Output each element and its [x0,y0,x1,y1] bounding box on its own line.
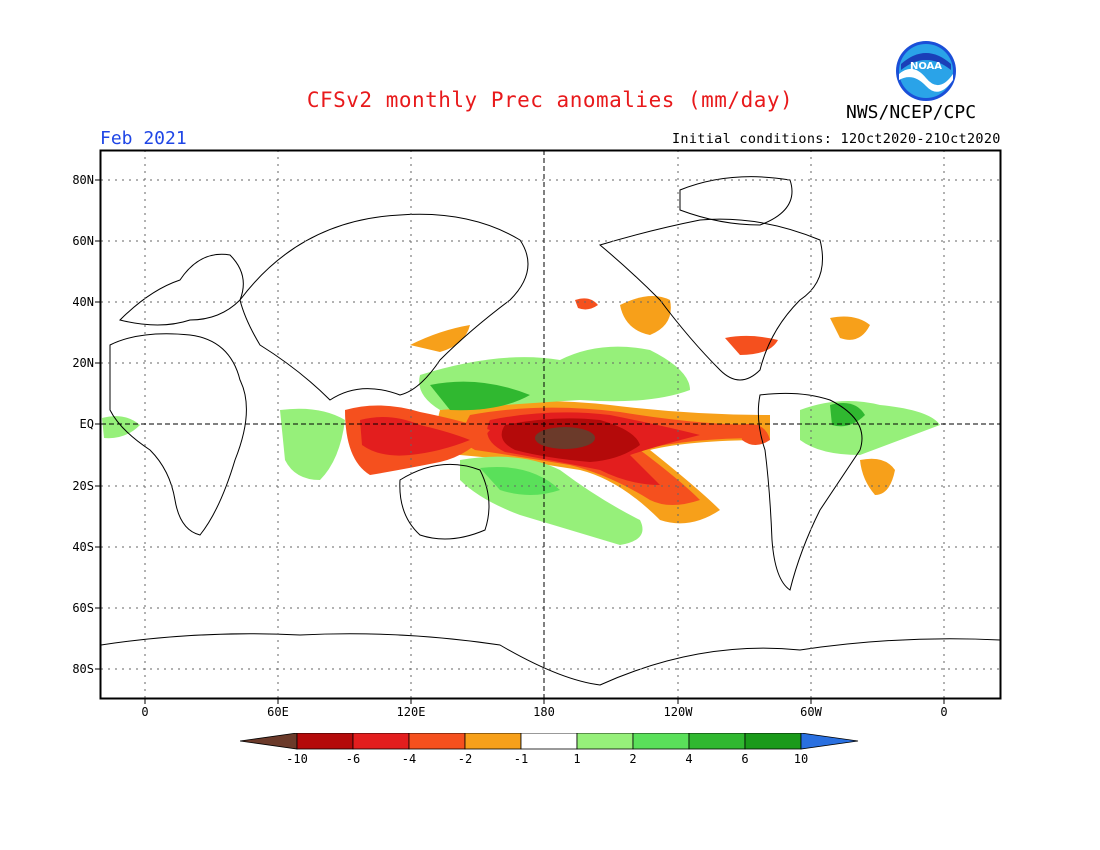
dry-anomaly-gulf-mexico [725,335,778,355]
lon-label: 0 [940,705,948,719]
colorbar-seg-p4-p6 [688,733,746,750]
reference-lines [101,150,1000,698]
colorbar-seg-m10-m6 [296,733,354,750]
dry-anomaly-china [575,298,598,310]
coast-south-america [757,392,863,591]
colorbar-seg-lt-m10 [240,733,298,750]
lat-label: EQ [79,417,94,431]
coast-north-america [598,218,823,381]
colorbar-label: 1 [573,752,581,766]
dry-anomaly-north-pacific-east [620,296,671,335]
dry-anomaly-east-asia [410,325,470,352]
dry-anomaly-south-atlantic [860,458,895,495]
colorbar-label: -6 [345,752,361,766]
lon-label: 60W [800,705,822,719]
colorbar-label: -4 [401,752,417,766]
axis-ticks [95,179,945,704]
dry-anomaly-maritime-core [360,416,470,456]
dry-anomaly-brown [535,427,595,449]
noaa-logo: NOAA [895,40,957,102]
wet-anomaly-amazon [800,401,940,455]
wet-anomaly-north-pacific-core [430,381,530,411]
colorbar-label: -2 [457,752,473,766]
agency-label: NWS/NCEP/CPC [846,102,977,123]
title-text: CFSv2 monthly Prec anomalies (mm/day) [306,88,794,112]
lon-label: 60E [267,705,289,719]
coast-africa [109,333,247,536]
initial-conditions: Initial conditions: 12Oct2020-21Oct2020 [672,131,1001,147]
colorbar-label: 6 [741,752,749,766]
colorbar-label: 4 [685,752,693,766]
lon-label: 0 [141,705,149,719]
lat-label: 20S [72,479,94,493]
lon-label: 120W [663,705,693,719]
anomaly-shading [102,296,940,545]
lat-label: 20N [72,356,94,370]
dry-anomaly-north-atlantic [830,316,870,340]
lon-label: 120E [396,705,426,719]
lat-label: 80S [72,662,94,676]
colorbar-seg-m2-m1 [464,733,522,750]
lat-label: 60N [72,234,94,248]
forecast-month: Feb 2021 [100,128,187,149]
coast-greenland [679,176,793,226]
wet-anomaly-indian-ocean [280,408,345,480]
colorbar-seg-p6-p10 [744,733,802,750]
lat-label: 80N [72,173,94,187]
chart-title: CFSv2 monthly Prec anomalies (mm/day) [0,88,1100,112]
colorbar-label: 2 [629,752,637,766]
coast-asia [239,213,529,401]
colorbar-label: -10 [286,752,308,766]
lon-label: 180 [533,705,555,719]
lat-label: 60S [72,601,94,615]
colorbar-seg-m1-p1 [520,733,578,750]
colorbar-seg-m4-m2 [408,733,466,750]
wet-anomaly-south-pacific-core [480,466,560,495]
colorbar-label: -1 [513,752,529,766]
lat-label: 40S [72,540,94,554]
lat-label: 40N [72,295,94,309]
colorbar [240,733,859,750]
coast-europe [119,253,244,326]
colorbar-label: 10 [793,752,809,766]
coast-australia [399,463,490,540]
colorbar-seg-p1-p2 [576,733,634,750]
colorbar-seg-m6-m4 [352,733,410,750]
continent-outlines [101,176,1000,686]
colorbar-seg-p2-p4 [632,733,690,750]
coast-antarctica [101,633,1000,686]
colorbar-seg-gt-p10 [800,733,859,750]
wet-anomaly-west-africa [102,416,140,439]
logo-text: NOAA [910,61,942,72]
